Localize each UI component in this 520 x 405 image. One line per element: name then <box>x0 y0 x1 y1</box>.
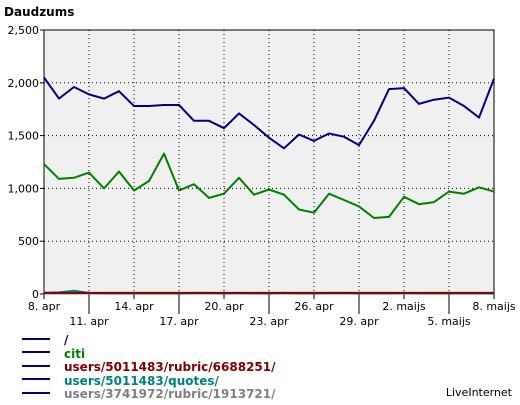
y-tick-label: 500 <box>18 235 39 248</box>
x-tick-label: 29. apr <box>339 315 379 328</box>
y-tick-label: 1,000 <box>8 182 40 195</box>
series-lines <box>43 76 495 295</box>
legend-label: citi <box>64 346 86 361</box>
series-line-citi <box>43 152 495 219</box>
y-tick-label: 2,000 <box>8 77 40 90</box>
y-axis-title: Daudzums <box>4 5 74 19</box>
legend-swatch <box>22 351 50 353</box>
legend-item: / <box>22 334 276 348</box>
grid-lines <box>44 30 494 294</box>
x-tick-label: 8. apr <box>28 300 61 313</box>
legend-item: users/5011483/rubric/6688251/ <box>22 361 276 375</box>
x-tick-label: 23. apr <box>249 315 289 328</box>
y-tick-label: 1,500 <box>8 130 40 143</box>
legend: / citi users/5011483/rubric/6688251/users/… <box>22 334 276 402</box>
legend-label: users/5011483/rubric/6688251/ <box>64 360 276 374</box>
legend-label: / <box>64 333 69 347</box>
legend-swatch <box>22 378 50 380</box>
legend-swatch <box>22 364 50 367</box>
watermark-text: LiveInternet <box>445 386 512 399</box>
x-tick-label: 26. apr <box>294 300 334 313</box>
x-tick-label: 17. apr <box>159 315 199 328</box>
series-line-root <box>43 76 495 150</box>
legend-item: users/5011483/quotes/ <box>22 373 276 389</box>
legend-item: citi <box>22 346 276 362</box>
line-chart: Daudzums 0 500 1,000 1,500 2,000 2,500 8. apr… <box>4 5 516 328</box>
legend-swatch <box>22 337 50 340</box>
y-tick-label: 0 <box>32 288 39 301</box>
y-axis-ticks: 0 500 1,000 1,500 2,000 2,500 <box>8 24 44 301</box>
legend-item: users/3741972/rubric/1913721/ <box>22 388 276 402</box>
x-tick-label: 2. maijs <box>382 300 426 313</box>
x-tick-label: 11. apr <box>69 315 109 328</box>
legend-swatch <box>22 391 50 394</box>
x-axis-ticks: 8. apr 11. apr 14. apr 17. apr 20. apr 23. ap… <box>28 294 516 328</box>
x-tick-label: 14. apr <box>114 300 154 313</box>
y-tick-label: 2,500 <box>8 24 40 37</box>
legend-label: users/5011483/quotes/ <box>64 373 219 388</box>
x-tick-label: 20. apr <box>204 300 244 313</box>
x-tick-label: 8. maijs <box>472 300 516 313</box>
legend-label: users/3741972/rubric/1913721/ <box>64 387 276 401</box>
x-tick-label: 5. maijs <box>427 315 471 328</box>
